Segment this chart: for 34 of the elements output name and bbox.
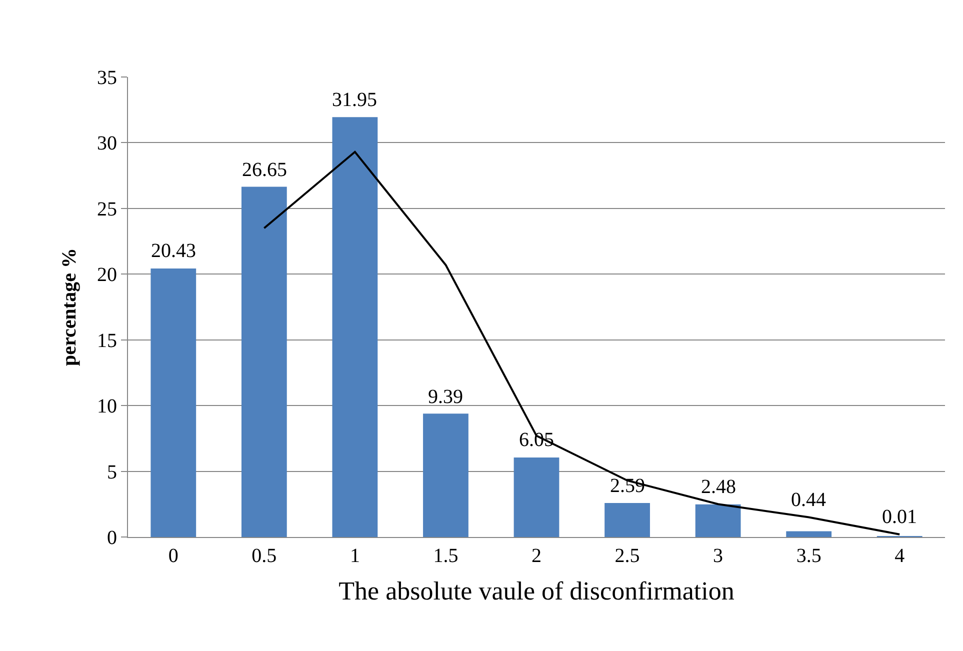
x-tick-label: 1.5 xyxy=(433,545,458,567)
bar xyxy=(604,502,650,537)
y-tick-label: 20 xyxy=(97,264,117,286)
data-label: 9.39 xyxy=(428,386,463,408)
bar xyxy=(514,457,560,537)
y-tick-label: 0 xyxy=(107,527,117,549)
y-tick-label: 30 xyxy=(97,132,117,155)
bar xyxy=(332,117,378,537)
bar xyxy=(150,268,196,537)
y-tick-label: 5 xyxy=(107,461,117,484)
y-tick-label: 35 xyxy=(97,67,117,89)
bar xyxy=(695,504,741,537)
x-tick-label: 3.5 xyxy=(796,545,822,567)
x-tick-label: 0 xyxy=(168,545,178,567)
x-axis-title: The absolute vaule of disconfirmation xyxy=(338,576,734,606)
data-label: 26.65 xyxy=(242,159,287,181)
y-tick-label: 25 xyxy=(97,198,117,220)
data-label: 0.44 xyxy=(791,489,826,511)
data-label: 31.95 xyxy=(332,89,377,111)
data-label: 2.48 xyxy=(701,476,736,498)
data-label: 20.43 xyxy=(151,240,196,262)
x-tick-label: 2.5 xyxy=(614,545,640,567)
y-tick-label: 10 xyxy=(97,396,117,418)
x-tick-label: 1 xyxy=(350,545,360,567)
x-tick-label: 2 xyxy=(532,545,542,567)
y-tick-label: 15 xyxy=(97,330,117,352)
x-tick-label: 0.5 xyxy=(252,545,277,567)
x-tick-label: 4 xyxy=(894,545,905,567)
bar xyxy=(786,531,832,537)
bar xyxy=(423,414,468,537)
bar xyxy=(241,186,287,537)
x-tick-label: 3 xyxy=(713,545,724,567)
data-label: 0.01 xyxy=(882,506,917,528)
y-axis-title: percentage % xyxy=(58,248,80,366)
